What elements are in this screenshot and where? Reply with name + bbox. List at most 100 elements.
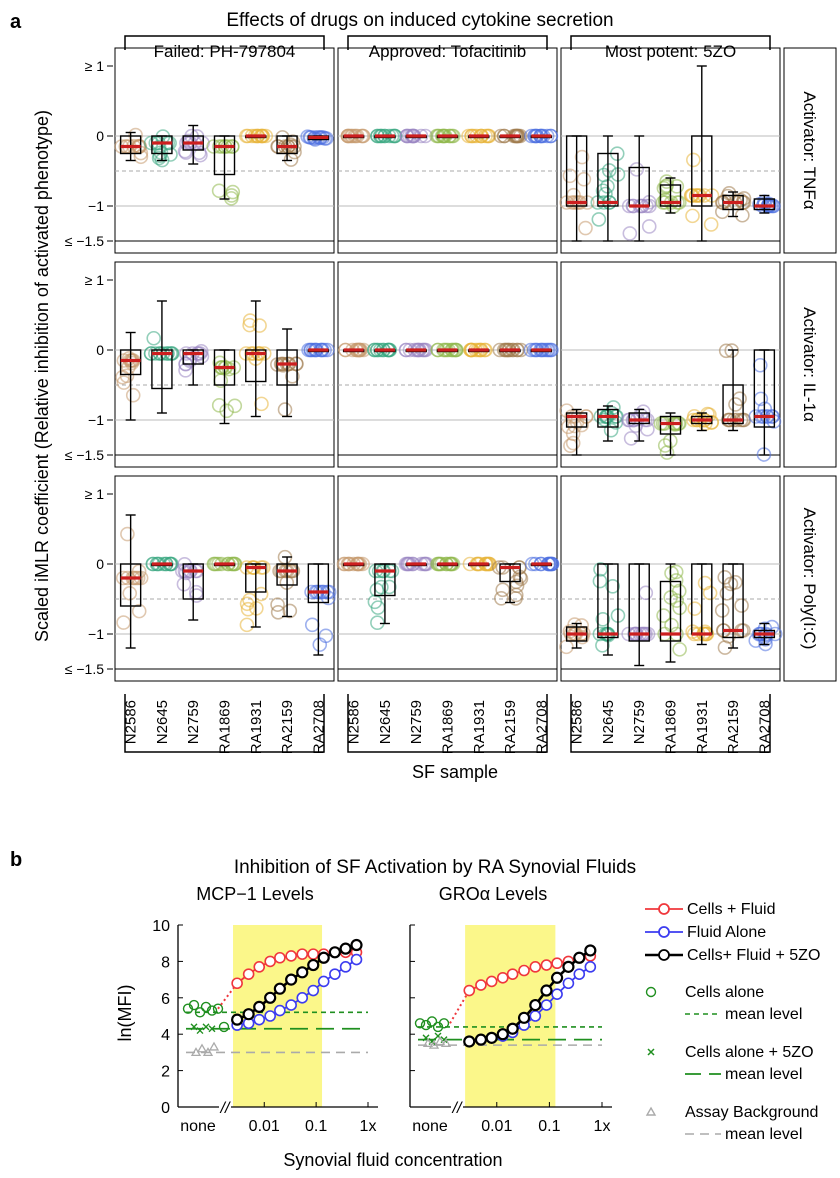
legend-label: mean level	[725, 1006, 802, 1023]
y-tick-label: 4	[161, 1027, 170, 1044]
series-point	[350, 938, 363, 952]
sample-point	[704, 414, 720, 430]
box	[597, 408, 619, 428]
facet-frame	[560, 475, 781, 682]
background-point	[440, 1037, 452, 1047]
axis-break-mask	[219, 1099, 231, 1115]
sample-tick-label: N2645	[154, 700, 171, 744]
sample-tick-label: RA2708	[533, 700, 550, 754]
series-point	[540, 959, 553, 971]
panel-b-subtitle-mcp1: MCP−1 Levels	[196, 884, 314, 904]
activator-frame	[783, 261, 837, 468]
panel-b-xlabel: Synovial fluid concentration	[283, 1150, 502, 1170]
y-tick-label: 0	[161, 1100, 170, 1117]
series-point	[264, 991, 277, 1004]
box	[307, 563, 330, 604]
y-tick-label: 0	[96, 342, 104, 358]
legend-marker	[645, 986, 657, 998]
series-point	[317, 975, 330, 988]
sample-tick-label: RA1869	[663, 700, 680, 754]
group-header-label: Failed: PH-797804	[154, 42, 296, 61]
series-point	[328, 946, 341, 959]
sample-point	[591, 212, 607, 227]
y-tick-label: −1	[88, 198, 104, 214]
series-point	[307, 948, 320, 960]
sample-point	[253, 586, 269, 602]
cells-alone-point	[188, 999, 200, 1011]
activator-frame	[783, 47, 837, 254]
series-point	[296, 948, 309, 960]
series-point	[573, 951, 586, 964]
cells-5zo-point	[190, 1023, 198, 1031]
activator-label: Activator: IL-1α	[800, 307, 819, 422]
sample-point	[513, 571, 529, 586]
sample-point	[606, 400, 621, 415]
x-tick-label: none	[180, 1118, 216, 1135]
y-tick-label: −1	[88, 626, 104, 642]
series-point	[329, 968, 341, 980]
cells-alone-point	[218, 1021, 230, 1033]
sample-point	[629, 162, 644, 177]
box	[628, 412, 650, 425]
sample-tick-label: N2759	[408, 700, 425, 744]
series-point	[273, 982, 286, 995]
series-point	[584, 944, 597, 957]
sample-point	[122, 585, 138, 601]
series-point	[506, 1022, 519, 1035]
box	[753, 198, 776, 211]
sample-point	[735, 207, 750, 223]
panel-a-label: a	[10, 11, 22, 33]
legend-marker	[645, 1106, 657, 1116]
legend-marker	[658, 926, 670, 938]
series-point	[485, 975, 498, 988]
series-point	[540, 999, 553, 1011]
group-header-bracket	[570, 35, 771, 50]
series-point	[339, 942, 352, 955]
series-point	[242, 1008, 255, 1021]
x-tick-label: none	[412, 1118, 448, 1135]
activator-frame	[783, 475, 837, 682]
x-tick-label: 0.01	[249, 1118, 280, 1135]
facet-frame	[337, 47, 558, 254]
sample-tick-label: RA1931	[248, 700, 265, 754]
sample-point	[239, 617, 255, 633]
sample-point	[576, 171, 592, 187]
series-point	[285, 950, 297, 962]
box	[597, 563, 619, 639]
sample-point	[672, 600, 687, 616]
sample-group-bracket	[124, 694, 325, 753]
sample-point	[565, 435, 581, 451]
x-tick-label: 0.1	[538, 1118, 560, 1135]
series-point	[517, 1011, 531, 1024]
sample-point	[715, 204, 730, 220]
sample-point	[254, 396, 269, 412]
activator-label: Activator: TNFα	[800, 91, 819, 209]
sample-point	[382, 579, 397, 595]
sample-point	[163, 147, 178, 162]
legend-marker	[647, 1048, 655, 1056]
legend-marker	[658, 949, 670, 961]
sample-point	[633, 407, 649, 423]
series-point	[231, 977, 243, 990]
sample-point	[574, 149, 590, 165]
box	[691, 135, 713, 207]
box	[276, 349, 298, 386]
sample-point	[605, 579, 620, 594]
cells-5zo-point	[202, 1023, 210, 1031]
sample-point	[593, 562, 608, 577]
y-tick-label: 0	[96, 128, 104, 144]
series-point	[474, 1033, 488, 1046]
box	[659, 580, 682, 642]
y-tick-label: 8	[161, 954, 170, 971]
box	[245, 349, 267, 383]
sample-point	[495, 582, 511, 598]
series-point	[540, 984, 553, 997]
box	[182, 563, 204, 600]
group-header-bracket	[124, 35, 325, 50]
sample-point	[703, 217, 719, 232]
x-tick-label: 1x	[360, 1118, 377, 1135]
series-point	[584, 961, 597, 973]
sample-point	[178, 565, 194, 581]
series-point	[475, 979, 487, 991]
cells-alone-point	[414, 1018, 426, 1029]
